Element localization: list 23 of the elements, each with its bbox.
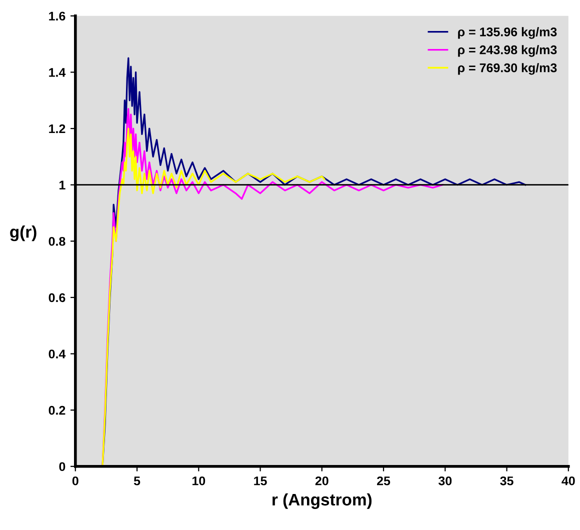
y-tick-label: 0.4	[48, 350, 66, 358]
x-tick-label: 35	[500, 476, 514, 486]
y-axis-title: g(r)	[10, 226, 36, 242]
y-tick-label: 0.8	[48, 236, 66, 246]
x-tick-label: 5	[134, 476, 140, 486]
y-tick-label: 0.6	[48, 293, 66, 302]
x-tick-label: 20	[315, 476, 328, 486]
x-tick-label: 30	[438, 476, 452, 486]
y-tick-label: 0	[59, 462, 66, 472]
x-tick-label: 25	[377, 476, 390, 486]
legend-label: ρ = 769.30 kg/m3	[458, 63, 557, 75]
x-axis-title: r (Angstrom)	[272, 493, 372, 509]
legend-label: ρ = 243.98 kg/m3	[458, 45, 557, 57]
y-tick-label: 0.2	[48, 406, 66, 415]
x-tick-label: 40	[562, 476, 575, 486]
x-tick-label: 15	[254, 476, 267, 486]
y-tick-label: 1	[60, 180, 66, 190]
x-tick-label: 10	[192, 476, 206, 486]
y-tick-label: 1.4	[49, 68, 66, 77]
y-tick-label: 1.6	[49, 12, 66, 21]
x-tick-label: 0	[72, 476, 78, 486]
y-tick-label: 1.2	[49, 124, 66, 134]
legend-label: ρ = 135.96 kg/m3	[458, 27, 557, 39]
